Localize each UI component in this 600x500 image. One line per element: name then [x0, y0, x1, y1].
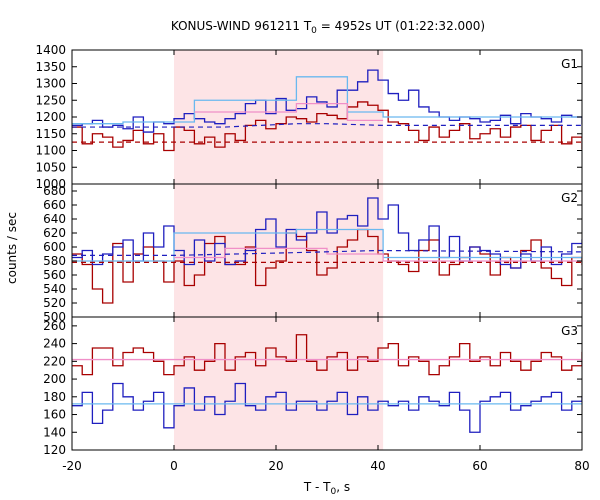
y-tick-label: 540 [43, 282, 66, 296]
series-dark-red-step-0 [72, 101, 582, 152]
y-tick-label: 200 [43, 372, 66, 386]
panel-frame [71, 316, 583, 451]
series-group [72, 69, 582, 152]
y-tick-label: 1050 [35, 160, 66, 174]
shaded-interval [174, 50, 384, 184]
panel-g3: 120 140 160 180 200 220 240 260 G3 [43, 316, 583, 457]
series-blue-dashed-4 [72, 249, 582, 256]
panel-label: G1 [561, 57, 578, 71]
series-pink-step-3 [194, 102, 384, 121]
y-tick-label: 140 [43, 425, 66, 439]
x-tick-label: 0 [170, 459, 178, 473]
y-tick-label: 1250 [35, 93, 66, 107]
y-tick-label: 560 [43, 268, 66, 282]
y-tick-label: 680 [43, 184, 66, 198]
shaded-interval [174, 317, 384, 450]
series-group [72, 334, 582, 433]
y-tick-label: 580 [43, 254, 66, 268]
y-tick-label: 520 [43, 296, 66, 310]
shaded-interval [174, 184, 384, 317]
series-group [72, 197, 582, 304]
y-tick-label: 160 [43, 408, 66, 422]
panel-label: G3 [561, 324, 578, 338]
x-tick-label: -20 [62, 459, 82, 473]
y-tick-label: 640 [43, 212, 66, 226]
series-light-blue-step-2 [72, 228, 582, 262]
chart-panels: 1000 1050 1100 1150 1200 1250 1300 1350 1400 G1 50… [35, 43, 583, 457]
x-tick-label: 80 [574, 459, 589, 473]
y-tick-label: 120 [43, 443, 66, 457]
y-tick-label: 240 [43, 337, 66, 351]
y-tick-label: 1000 [35, 177, 66, 191]
series-dark-red-step-0 [72, 334, 582, 376]
series-blue-dashed-4 [72, 123, 582, 128]
series-blue-step-1 [72, 197, 582, 269]
y-axis-title: counts / sec [5, 212, 19, 284]
y-tick-label: 620 [43, 226, 66, 240]
chart-title: KONUS-WIND 961211 T0 = 4952s UT (01:22:3… [171, 19, 485, 36]
series-light-blue-step-2 [72, 76, 582, 125]
y-tick-label: 220 [43, 354, 66, 368]
x-axis-title: T - T0, s [303, 480, 350, 497]
y-tick-label: 500 [43, 310, 66, 324]
y-tick-label: 1400 [35, 43, 66, 57]
y-tick-label: 260 [43, 319, 66, 333]
y-tick-label: 1300 [35, 77, 66, 91]
series-blue-step-1 [72, 382, 582, 433]
y-tick-label: 660 [43, 198, 66, 212]
y-tick-label: 1350 [35, 60, 66, 74]
y-tick-label: 1100 [35, 144, 66, 158]
panel-label: G2 [561, 191, 578, 205]
y-tick-label: 180 [43, 390, 66, 404]
x-tick-label: 60 [472, 459, 487, 473]
y-tick-label: 600 [43, 240, 66, 254]
panel-g1: 1000 1050 1100 1150 1200 1250 1300 1350 1400 G1 [35, 43, 583, 191]
x-tick-label: 20 [268, 459, 283, 473]
series-dark-red-step-0 [72, 228, 582, 304]
y-tick-label: 1150 [35, 127, 66, 141]
y-tick-label: 1200 [35, 110, 66, 124]
x-tick-label: 40 [370, 459, 385, 473]
series-pink-step-3 [174, 247, 582, 262]
